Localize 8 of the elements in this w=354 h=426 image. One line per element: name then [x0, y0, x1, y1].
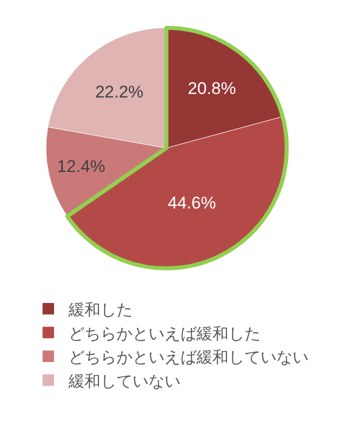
data-label: 20.8% — [188, 79, 236, 98]
legend-label: どちらかといえば緩和した — [68, 324, 260, 343]
data-label: 12.4% — [57, 157, 106, 176]
data-label: 22.2% — [95, 82, 144, 102]
legend-label: 緩和していない — [67, 371, 180, 390]
legend-label: どちらかといえば緩和していない — [68, 348, 308, 367]
data-label: 44.6% — [168, 194, 216, 213]
legend-label: 緩和した — [67, 300, 132, 319]
